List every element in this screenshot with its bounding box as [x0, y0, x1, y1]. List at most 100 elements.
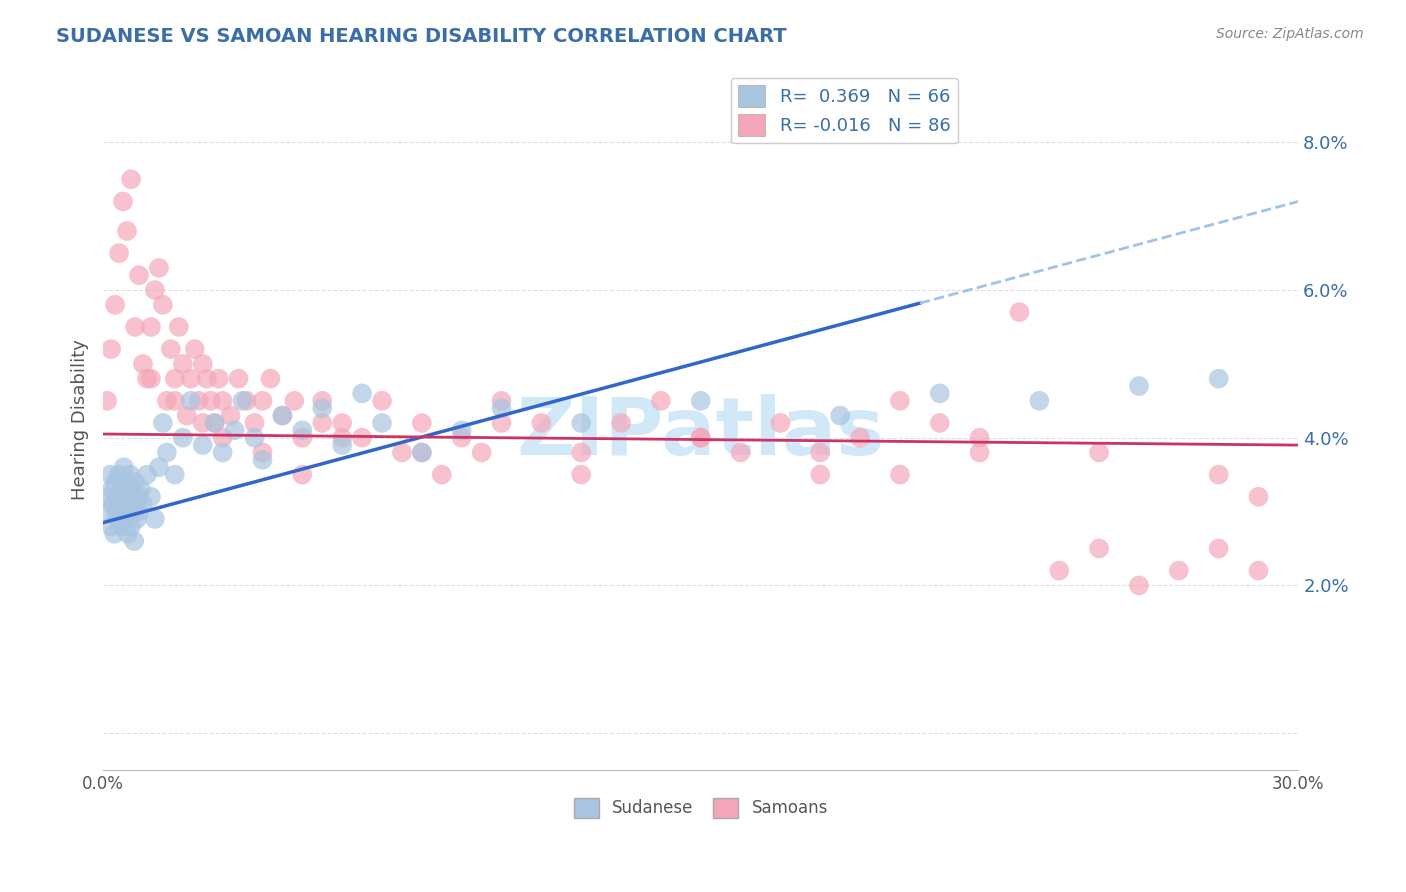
Point — [176, 409, 198, 423]
Point — [330, 438, 353, 452]
Point — [125, 512, 148, 526]
Point — [195, 371, 218, 385]
Point — [569, 416, 592, 430]
Text: ZIPatlas: ZIPatlas — [516, 394, 884, 472]
Point — [98, 504, 121, 518]
Point — [232, 393, 254, 408]
Point — [352, 431, 374, 445]
Point — [252, 445, 274, 459]
Point — [124, 475, 146, 489]
Point — [928, 386, 950, 401]
Point — [430, 467, 453, 482]
Point — [530, 416, 553, 430]
Point — [115, 490, 138, 504]
Point — [1208, 541, 1230, 556]
Point — [156, 393, 179, 408]
Point — [889, 467, 911, 482]
Text: Source: ZipAtlas.com: Source: ZipAtlas.com — [1216, 27, 1364, 41]
Point — [120, 172, 142, 186]
Point — [98, 467, 121, 482]
Point — [96, 393, 118, 408]
Point — [650, 393, 672, 408]
Point — [450, 431, 472, 445]
Point — [291, 431, 314, 445]
Point — [124, 320, 146, 334]
Point — [849, 431, 872, 445]
Point — [107, 512, 129, 526]
Point — [259, 371, 281, 385]
Point — [969, 431, 991, 445]
Point — [969, 445, 991, 459]
Point — [101, 483, 124, 497]
Point — [208, 371, 231, 385]
Point — [172, 431, 194, 445]
Point — [191, 438, 214, 452]
Point — [127, 490, 149, 504]
Point — [110, 519, 132, 533]
Point — [243, 431, 266, 445]
Point — [1088, 541, 1111, 556]
Point — [371, 393, 394, 408]
Point — [128, 268, 150, 283]
Point — [152, 416, 174, 430]
Point — [108, 246, 131, 260]
Point — [96, 490, 118, 504]
Point — [148, 260, 170, 275]
Point — [120, 467, 142, 482]
Point — [101, 497, 124, 511]
Point — [152, 298, 174, 312]
Point — [311, 416, 333, 430]
Point — [569, 445, 592, 459]
Y-axis label: Hearing Disability: Hearing Disability — [72, 339, 89, 500]
Point — [808, 445, 831, 459]
Point — [112, 460, 135, 475]
Point — [291, 423, 314, 437]
Point — [689, 431, 711, 445]
Point — [311, 401, 333, 416]
Point — [167, 320, 190, 334]
Point — [129, 483, 152, 497]
Point — [114, 512, 136, 526]
Point — [121, 483, 143, 497]
Point — [1047, 564, 1070, 578]
Point — [112, 194, 135, 209]
Point — [180, 371, 202, 385]
Point — [143, 512, 166, 526]
Point — [1008, 305, 1031, 319]
Point — [730, 445, 752, 459]
Point — [200, 393, 222, 408]
Point — [411, 445, 433, 459]
Point — [219, 409, 242, 423]
Point — [204, 416, 226, 430]
Point — [569, 467, 592, 482]
Point — [1128, 379, 1150, 393]
Point — [235, 393, 257, 408]
Point — [1088, 445, 1111, 459]
Point — [491, 401, 513, 416]
Point — [391, 445, 413, 459]
Point — [117, 526, 139, 541]
Point — [1167, 564, 1189, 578]
Point — [132, 357, 155, 371]
Point — [330, 431, 353, 445]
Point — [491, 416, 513, 430]
Point — [211, 445, 233, 459]
Point — [100, 342, 122, 356]
Point — [104, 504, 127, 518]
Point — [108, 497, 131, 511]
Point — [108, 467, 131, 482]
Point — [252, 453, 274, 467]
Point — [111, 483, 134, 497]
Point — [291, 467, 314, 482]
Point — [184, 342, 207, 356]
Point — [271, 409, 294, 423]
Point — [610, 416, 633, 430]
Point — [211, 393, 233, 408]
Point — [105, 490, 128, 504]
Point — [371, 416, 394, 430]
Point — [104, 475, 127, 489]
Point — [689, 431, 711, 445]
Point — [252, 393, 274, 408]
Point — [112, 504, 135, 518]
Point — [163, 371, 186, 385]
